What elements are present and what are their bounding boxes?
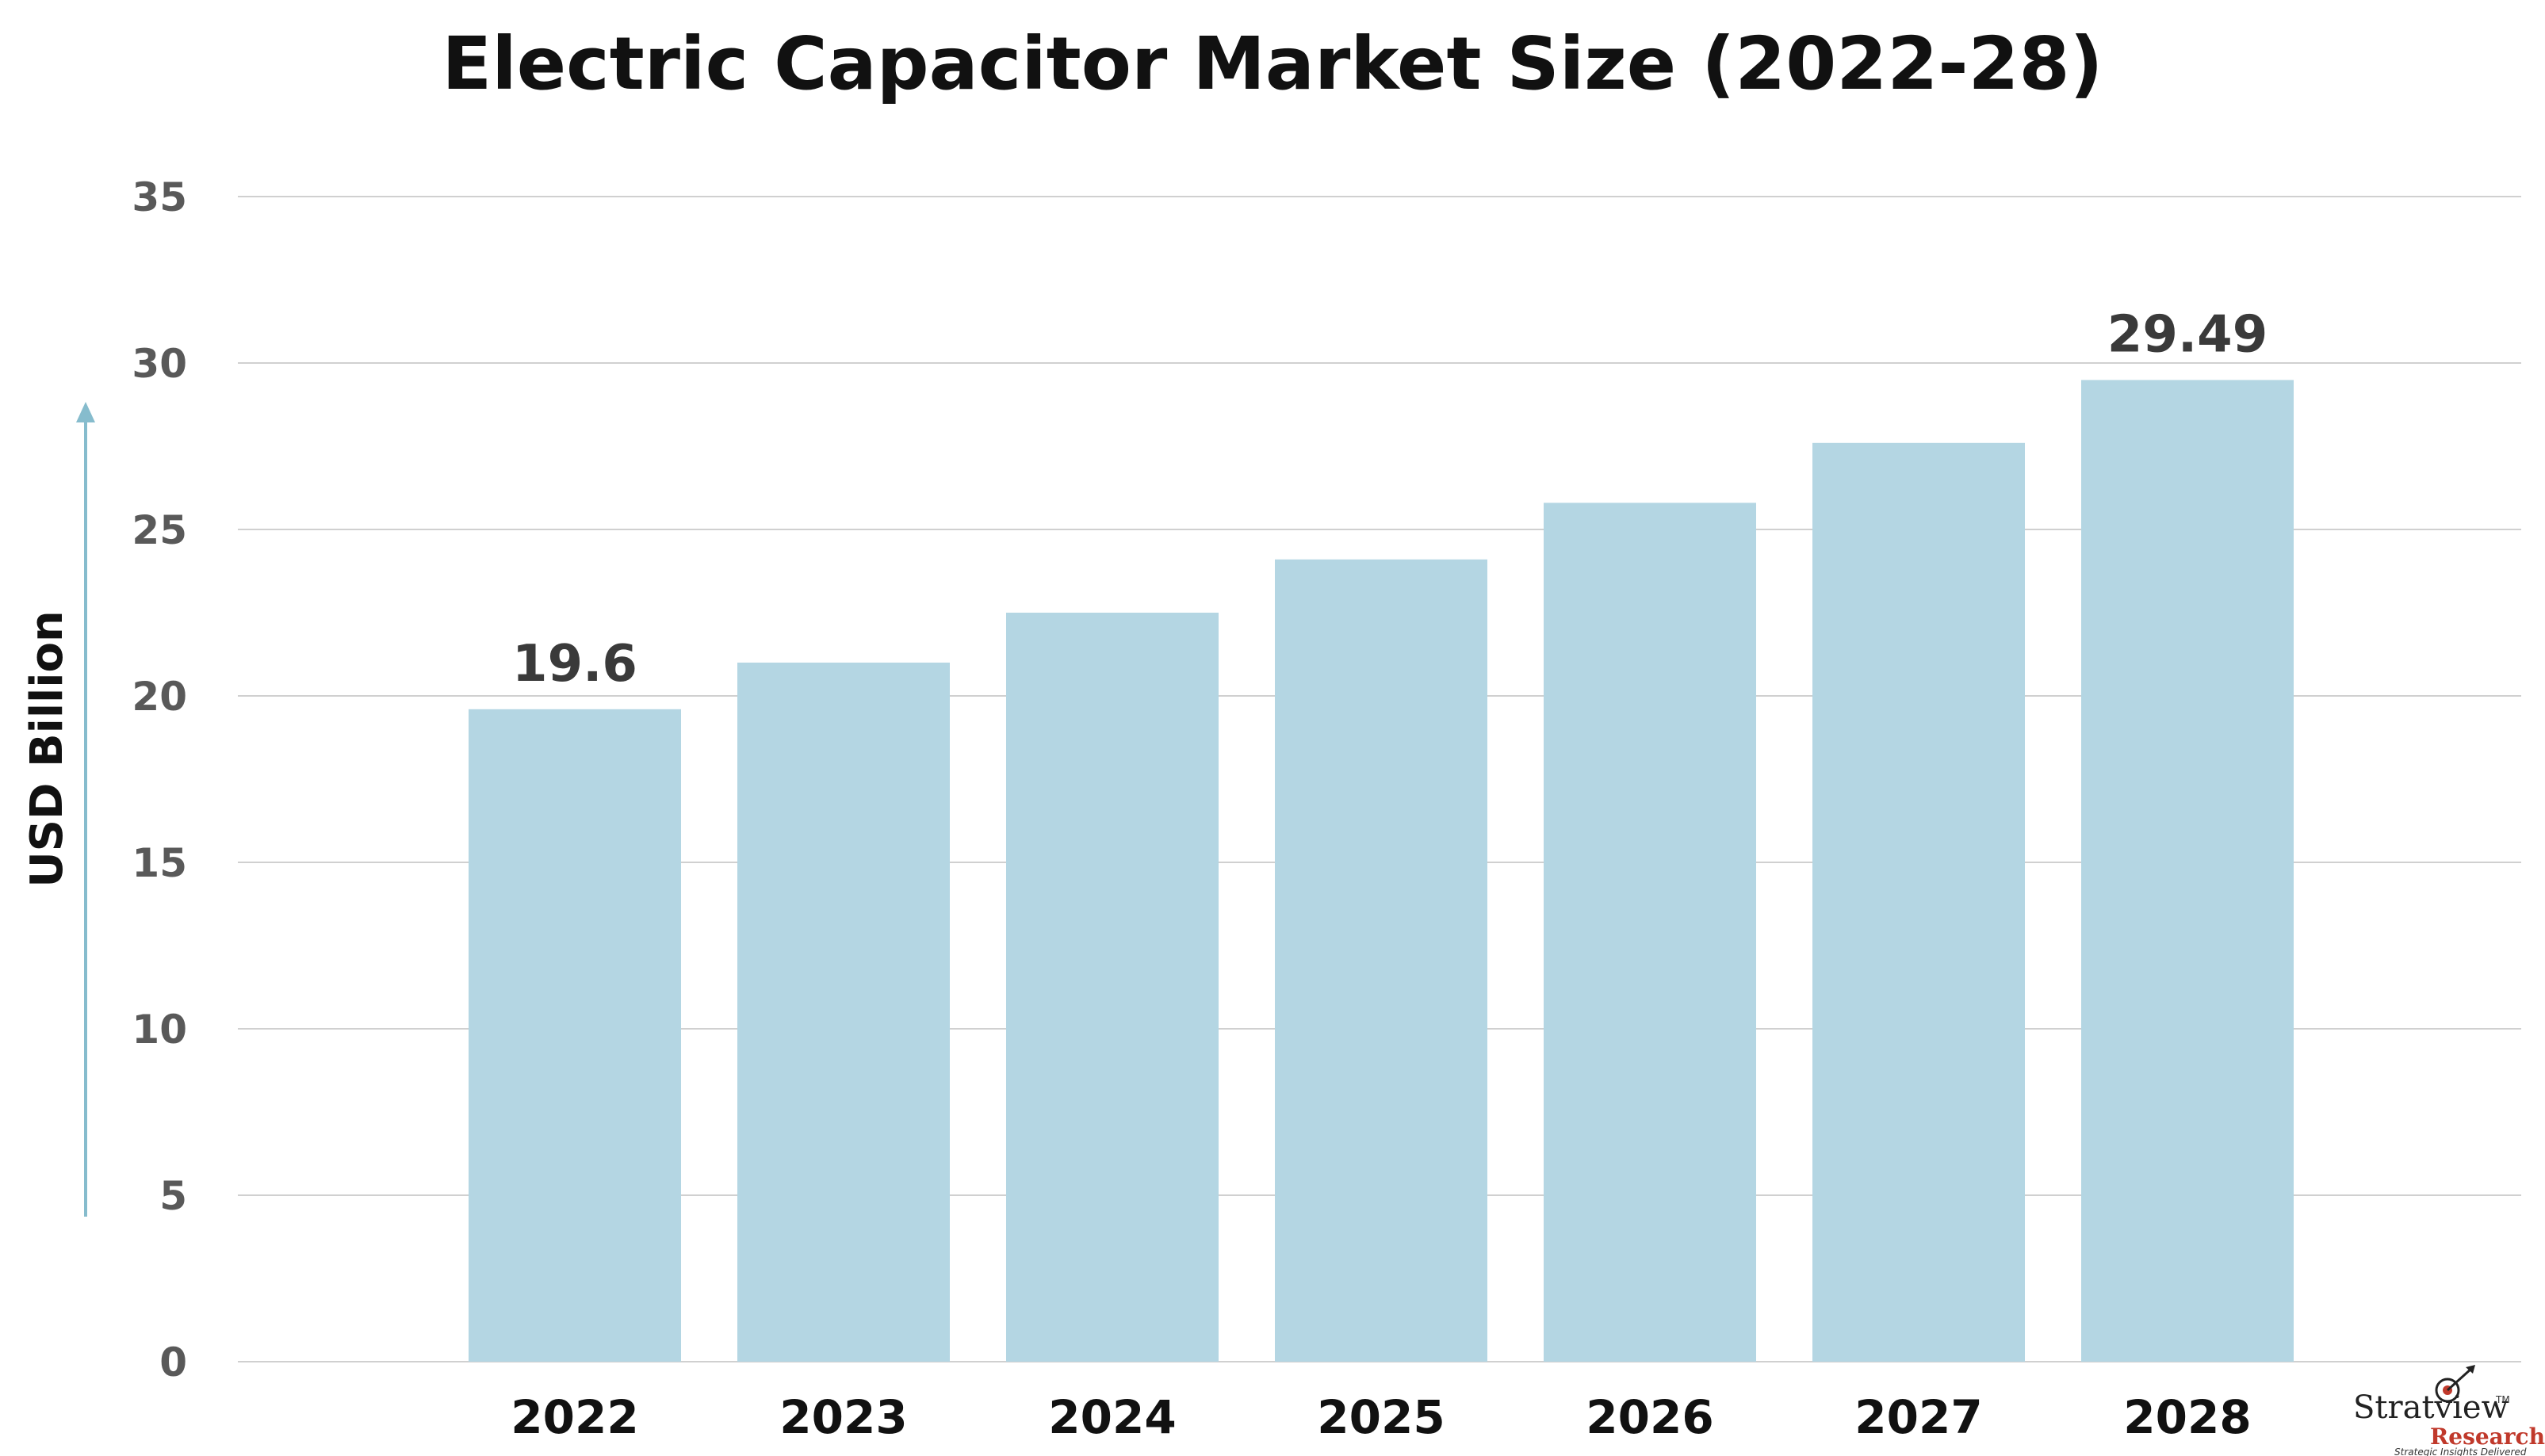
bar-2027 [1812, 442, 2025, 1362]
x-tick-label: 2022 [511, 1390, 638, 1444]
y-tick-label: 20 [132, 674, 187, 720]
x-tick-label: 2024 [1048, 1390, 1176, 1444]
bar-2028 [2081, 380, 2294, 1362]
x-axis-ticks: 2022 2023 2024 2025 2026 2027 2028 [511, 1390, 2251, 1444]
x-tick-label: 2027 [1854, 1390, 1982, 1444]
bar-2026 [1544, 503, 1756, 1362]
y-tick-label: 0 [159, 1339, 187, 1385]
y-axis-label: USD Billion [21, 610, 73, 888]
data-labels: 19.6 29.49 [512, 305, 2268, 693]
y-tick-label: 30 [132, 341, 187, 387]
data-label-2028: 29.49 [2107, 305, 2268, 364]
y-axis-ticks: 0 5 10 15 20 25 30 35 [132, 174, 187, 1385]
logo-tagline: Strategic Insights Delivered [2394, 1446, 2527, 1456]
x-tick-label: 2026 [1586, 1390, 1713, 1444]
data-label-2022: 19.6 [512, 635, 637, 694]
logo-subname: Research [2430, 1424, 2545, 1450]
logo-trademark: TM [2495, 1394, 2510, 1405]
up-arrow-icon [76, 402, 95, 422]
logo-name: Stratview [2353, 1389, 2509, 1426]
x-tick-label: 2028 [2123, 1390, 2251, 1444]
x-tick-label: 2023 [779, 1390, 907, 1444]
y-tick-label: 5 [159, 1173, 187, 1219]
y-tick-label: 25 [132, 507, 187, 553]
bar-2022 [469, 709, 681, 1362]
bars [469, 380, 2294, 1362]
y-tick-label: 10 [132, 1007, 187, 1053]
y-axis-label-group: USD Billion [21, 402, 95, 1217]
x-tick-label: 2025 [1317, 1390, 1445, 1444]
target-arrow-icon [2435, 1365, 2475, 1403]
y-tick-label: 15 [132, 840, 187, 886]
bar-2023 [737, 663, 950, 1362]
stratview-logo: Stratview TM Research Strategic Insights… [2353, 1365, 2545, 1456]
y-tick-label: 35 [132, 174, 187, 220]
bar-2024 [1006, 613, 1219, 1362]
chart-title: Electric Capacitor Market Size (2022-28) [442, 21, 2103, 106]
bar-2025 [1275, 559, 1487, 1362]
